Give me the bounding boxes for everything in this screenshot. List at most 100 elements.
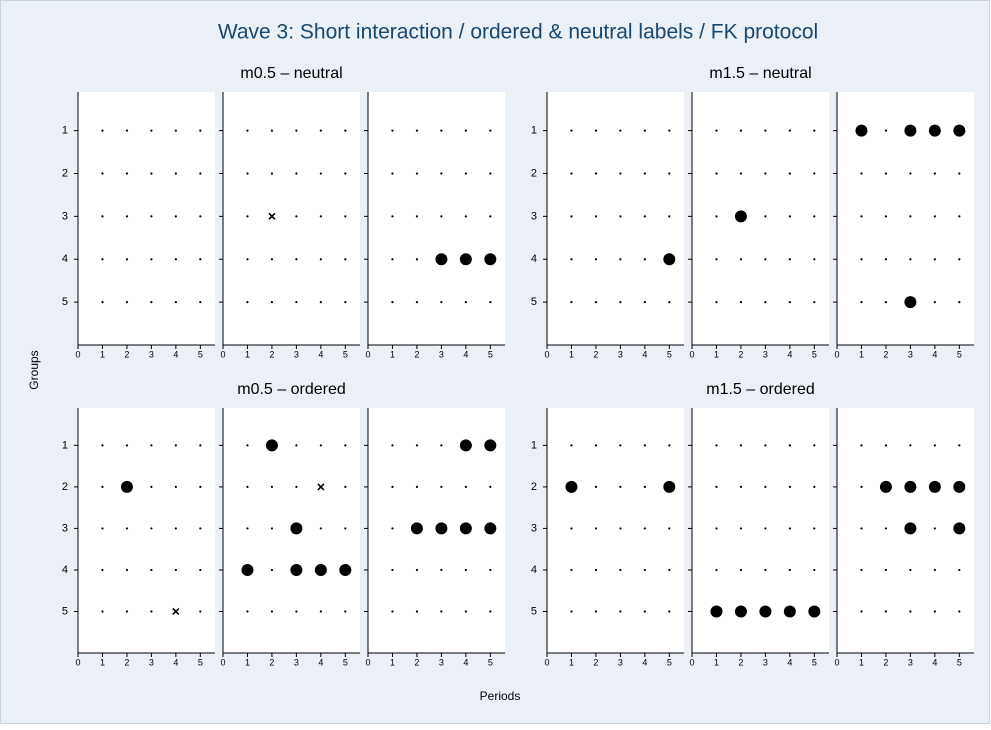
- grid-dot: [764, 172, 767, 175]
- grid-dot: [570, 172, 573, 175]
- grid-dot: [860, 610, 863, 613]
- grid-dot: [570, 527, 573, 530]
- grid-dot: [594, 258, 598, 261]
- x-tick-label: 1: [859, 657, 864, 667]
- y-tick-label: 4: [62, 253, 68, 265]
- grid-dot: [643, 301, 646, 304]
- x-tick-label: 0: [75, 657, 80, 667]
- x-tick-label: 1: [569, 349, 574, 359]
- x-tick-label: 4: [318, 657, 323, 667]
- grid-dot: [415, 129, 419, 132]
- grid-dot: [788, 301, 791, 304]
- y-tick-label: 1: [62, 439, 68, 451]
- grid-dot: [813, 568, 816, 572]
- y-tick-label: 3: [531, 210, 537, 222]
- grid-dot: [125, 215, 129, 218]
- x-tick-label: 1: [245, 657, 250, 667]
- grid-dot: [715, 129, 718, 132]
- grid-dot: [813, 129, 816, 132]
- x-tick-label: 3: [763, 349, 768, 359]
- x-tick-label: 3: [439, 349, 444, 359]
- grid-dot: [150, 527, 153, 530]
- point: [339, 563, 352, 576]
- grid-dot: [125, 527, 129, 530]
- grid-dot: [884, 129, 888, 132]
- y-tick-label: 5: [62, 296, 68, 308]
- grid-dot: [344, 610, 347, 613]
- grid-dot: [391, 258, 394, 261]
- grid-dot: [619, 485, 622, 488]
- grid-dot: [199, 444, 202, 447]
- grid-dot: [813, 172, 816, 175]
- grid-dot: [570, 444, 573, 447]
- point: [435, 253, 448, 266]
- grid-dot: [909, 568, 912, 572]
- grid-dot: [415, 568, 419, 572]
- grid-dot: [668, 301, 671, 304]
- grid-dot: [391, 215, 394, 218]
- grid-dot: [739, 172, 743, 175]
- grid-dot: [958, 258, 961, 261]
- grid-dot: [715, 568, 718, 572]
- grid-dot: [415, 172, 419, 175]
- grid-dot: [174, 568, 177, 572]
- x-tick-label: 1: [714, 657, 719, 667]
- x-tick-label: 5: [667, 657, 672, 667]
- grid-dot: [643, 215, 646, 218]
- point: [241, 563, 254, 576]
- grid-dot: [933, 258, 936, 261]
- grid-dot: [391, 444, 394, 447]
- grid-dot: [125, 568, 129, 572]
- y-tick-label: 5: [531, 296, 537, 308]
- grid-dot: [643, 129, 646, 132]
- x-tick-label: 2: [269, 657, 274, 667]
- chart-title: Wave 3: Short interaction / ordered & ne…: [218, 21, 818, 44]
- grid-dot: [860, 172, 863, 175]
- x-tick-label: 4: [173, 349, 178, 359]
- x-tick-label: 4: [787, 657, 792, 667]
- x-tick-label: 5: [198, 349, 203, 359]
- point: [734, 605, 747, 618]
- panel-group-title: m0.5 – ordered: [237, 381, 346, 398]
- grid-dot: [643, 527, 646, 530]
- grid-dot: [125, 444, 129, 447]
- grid-dot: [619, 258, 622, 261]
- grid-dot: [391, 485, 394, 488]
- grid-dot: [570, 129, 573, 132]
- grid-dot: [101, 301, 104, 304]
- grid-dot: [295, 301, 298, 304]
- grid-dot: [909, 172, 912, 175]
- grid-dot: [150, 610, 153, 613]
- grid-dot: [464, 129, 467, 132]
- grid-dot: [860, 301, 863, 304]
- point: [484, 522, 497, 535]
- grid-dot: [933, 610, 936, 613]
- grid-dot: [933, 568, 936, 572]
- grid-dot: [246, 172, 249, 175]
- point: [120, 480, 133, 493]
- point: [435, 522, 448, 535]
- grid-dot: [464, 568, 467, 572]
- x-tick-label: 3: [908, 349, 913, 359]
- x-tick-label: 5: [957, 349, 962, 359]
- grid-dot: [788, 258, 791, 261]
- x-tick-label: 0: [834, 349, 839, 359]
- grid-dot: [764, 258, 767, 261]
- grid-dot: [764, 444, 767, 447]
- grid-dot: [199, 172, 202, 175]
- grid-dot: [619, 301, 622, 304]
- grid-dot: [344, 215, 347, 218]
- grid-dot: [440, 301, 443, 304]
- plot-area: [547, 92, 684, 345]
- point: [290, 563, 303, 576]
- plot-area: [78, 92, 215, 345]
- grid-dot: [464, 610, 467, 613]
- grid-dot: [489, 215, 492, 218]
- x-tick-label: 5: [198, 657, 203, 667]
- y-tick-label: 2: [62, 481, 68, 493]
- grid-dot: [619, 527, 622, 530]
- grid-dot: [415, 610, 419, 613]
- grid-dot: [643, 258, 646, 261]
- x-tick-label: 0: [365, 349, 370, 359]
